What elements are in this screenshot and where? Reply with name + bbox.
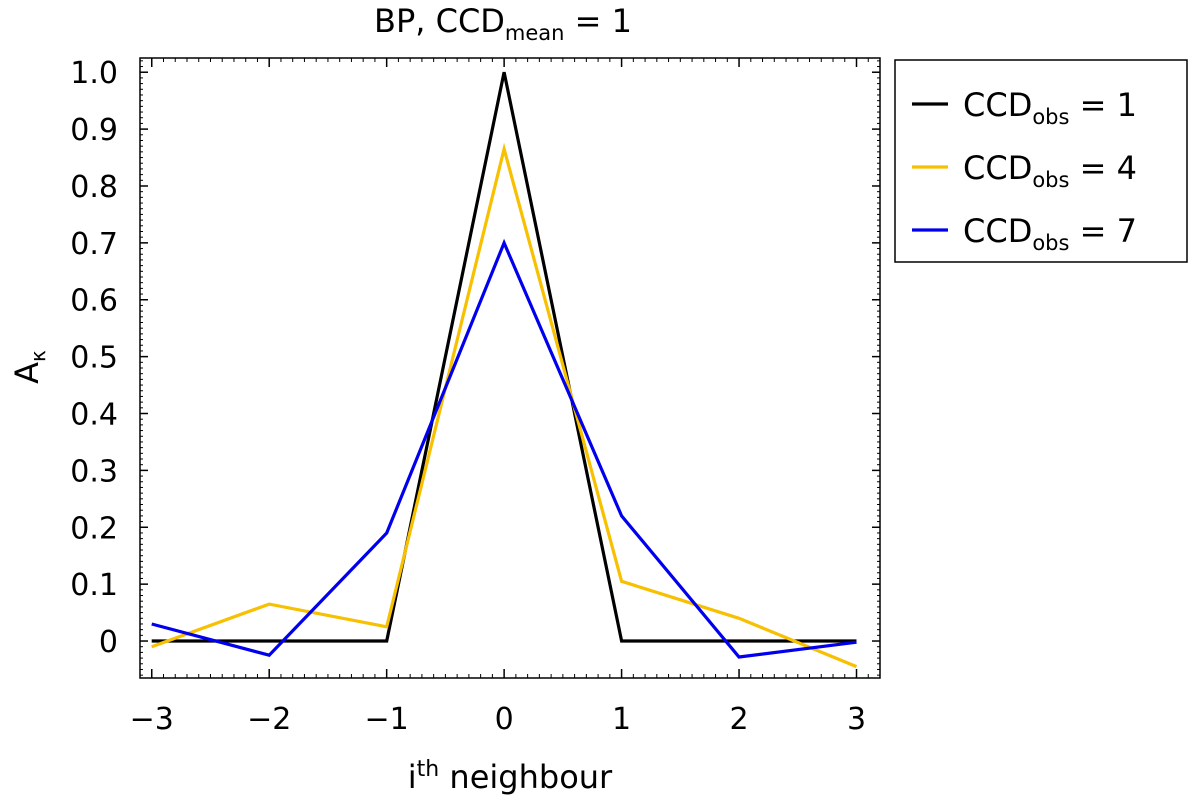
y-axis-label-sub: κ	[26, 350, 50, 362]
x-axis-label-rest: neighbour	[439, 758, 613, 796]
legend-label: CCDobs = 1	[963, 86, 1137, 129]
plot-frame	[139, 57, 881, 679]
legend-entry-3: CCDobs = 7	[912, 212, 1137, 255]
y-tick-label: 0	[99, 625, 118, 660]
y-tick-label: 0.7	[70, 227, 118, 262]
y-tick-label: 0.3	[70, 454, 118, 489]
y-tick-label: 0.8	[70, 170, 118, 205]
x-tick-label: −3	[130, 702, 174, 737]
chart-title-sub: mean	[505, 21, 565, 45]
major-ticks	[140, 58, 880, 678]
x-axis-label: ith neighbour	[408, 757, 613, 796]
series-line-1	[151, 71, 857, 643]
legend: CCDobs = 1 CCDobs = 4 CCDobs = 7	[894, 59, 1188, 263]
y-tick-label: 0.6	[70, 284, 118, 319]
series-lines	[151, 71, 858, 669]
x-axis-label-sup: th	[417, 757, 440, 782]
y-axis-label-base: A	[8, 362, 46, 384]
y-tick-labels: 0 0.1 0.2 0.3 0.4 0.5 0.6 0.7 0.8 0.9 1.0	[70, 56, 118, 660]
legend-entry-1: CCDobs = 1	[912, 86, 1137, 129]
chart-title-suffix: = 1	[564, 2, 632, 40]
minor-ticks	[139, 58, 881, 678]
x-tick-label: 0	[495, 702, 514, 737]
y-tick-label: 1.0	[70, 56, 118, 91]
chart-title-main: BP, CCD	[374, 2, 505, 40]
x-axis-label-base: i	[408, 758, 417, 796]
y-tick-label: 0.9	[70, 113, 118, 148]
x-tick-label: −1	[365, 702, 409, 737]
series-line-2	[151, 142, 858, 669]
chart-title: BP, CCDmean = 1	[374, 2, 632, 45]
series-line-3	[151, 238, 857, 659]
legend-box	[894, 59, 1188, 263]
legend-label: CCDobs = 4	[963, 149, 1137, 192]
x-tick-labels: −3 −2 −1 0 1 2 3	[130, 702, 866, 737]
y-axis-label: Aκ	[8, 350, 50, 384]
y-tick-label: 0.1	[70, 568, 118, 603]
legend-label: CCDobs = 7	[963, 212, 1137, 255]
y-tick-label: 0.5	[70, 341, 118, 376]
y-tick-label: 0.4	[70, 398, 118, 433]
legend-entry-2: CCDobs = 4	[912, 149, 1137, 192]
x-tick-label: −2	[247, 702, 291, 737]
x-tick-label: 3	[847, 702, 866, 737]
y-tick-label: 0.2	[70, 511, 118, 546]
x-tick-label: 1	[612, 702, 631, 737]
x-tick-label: 2	[730, 702, 749, 737]
